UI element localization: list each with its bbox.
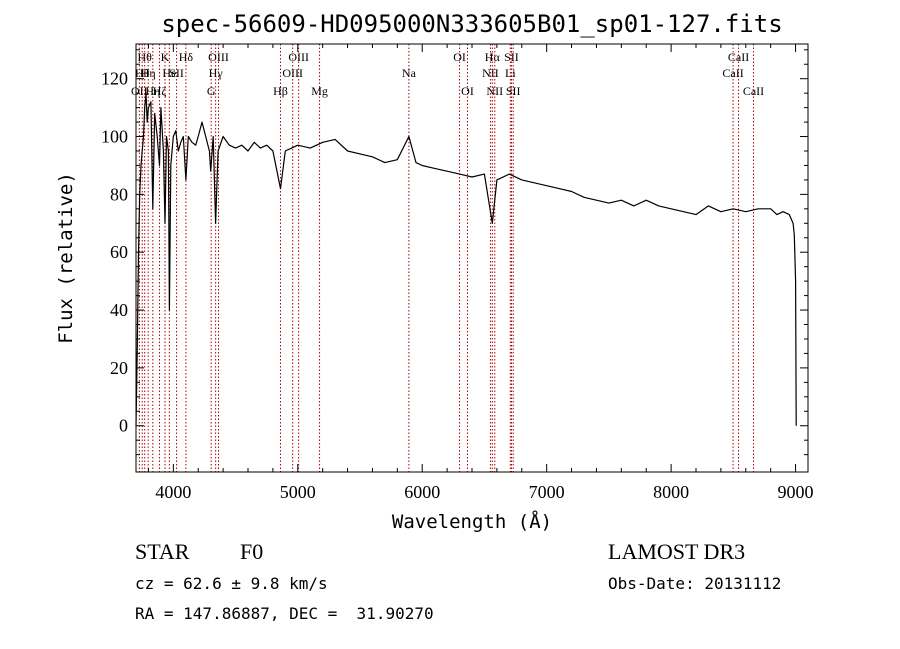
spectrum-line [135,92,797,426]
line-marker-label: OI [461,84,474,98]
y-tick-label: 0 [119,416,128,436]
y-tick-label: 100 [101,127,128,147]
line-marker-label: Mg [311,84,328,98]
line-marker-label: Hη [141,66,156,80]
line-marker-label: OIII [208,50,229,64]
line-marker-label: CaII [722,66,743,80]
x-tick-label: 7000 [529,482,565,502]
line-marker-label: Hθ [135,66,150,80]
line-marker-label: NII [482,66,499,80]
x-tick-label: 9000 [778,482,814,502]
y-axis: 0 20 40 60 80 100 120 [101,49,808,456]
line-marker-label: SII [504,50,519,64]
y-tick-label: 20 [110,358,128,378]
line-marker-label: Hγ [209,66,224,80]
line-marker-label: Hη [145,84,160,98]
line-marker-label: CaII [728,50,749,64]
line-marker-label: OI [453,50,466,64]
line-marker-label: OIII [288,50,309,64]
y-tick-label: 120 [101,69,128,89]
line-marker-label: G [207,84,216,98]
line-marker-label: K [161,50,170,64]
y-axis-label: Flux (relative) [55,172,77,344]
x-tick-label: 5000 [280,482,316,502]
x-axis-label: Wavelength (Å) [392,510,552,533]
y-tick-label: 60 [110,242,128,262]
line-marker-label: Hθ [138,50,153,64]
line-marker-label: Hβ [273,84,288,98]
line-marker-label: CaII [743,84,764,98]
x-axis: 4000 5000 6000 7000 8000 9000 [147,44,814,502]
plot-frame [135,43,809,473]
line-marker-label: NII [486,84,503,98]
line-marker-label: Hζ [153,84,167,98]
chart-title: spec-56609-HD095000N333605B01_sp01-127.f… [161,10,782,38]
line-marker-label: SII [169,66,184,80]
line-marker-label: Na [402,66,417,80]
x-tick-label: 8000 [653,482,689,502]
x-tick-label: 6000 [404,482,440,502]
line-marker-label: OIII [282,66,303,80]
spectral-line-markers: OIIHθHθHηHηHζKHeSIIHδGHγOIIIHβOIIIOIIIMg… [131,44,764,472]
x-tick-label: 4000 [155,482,191,502]
line-marker-label: SII [506,84,521,98]
line-marker-label: He [162,66,176,80]
y-tick-label: 40 [110,300,128,320]
spectrum-series [135,92,797,426]
y-tick-label: 80 [110,184,128,204]
line-marker-label: Li [505,66,516,80]
line-marker-label: OII [131,84,148,98]
line-marker-label: Hα [485,50,501,64]
line-marker-label: Hδ [179,50,194,64]
